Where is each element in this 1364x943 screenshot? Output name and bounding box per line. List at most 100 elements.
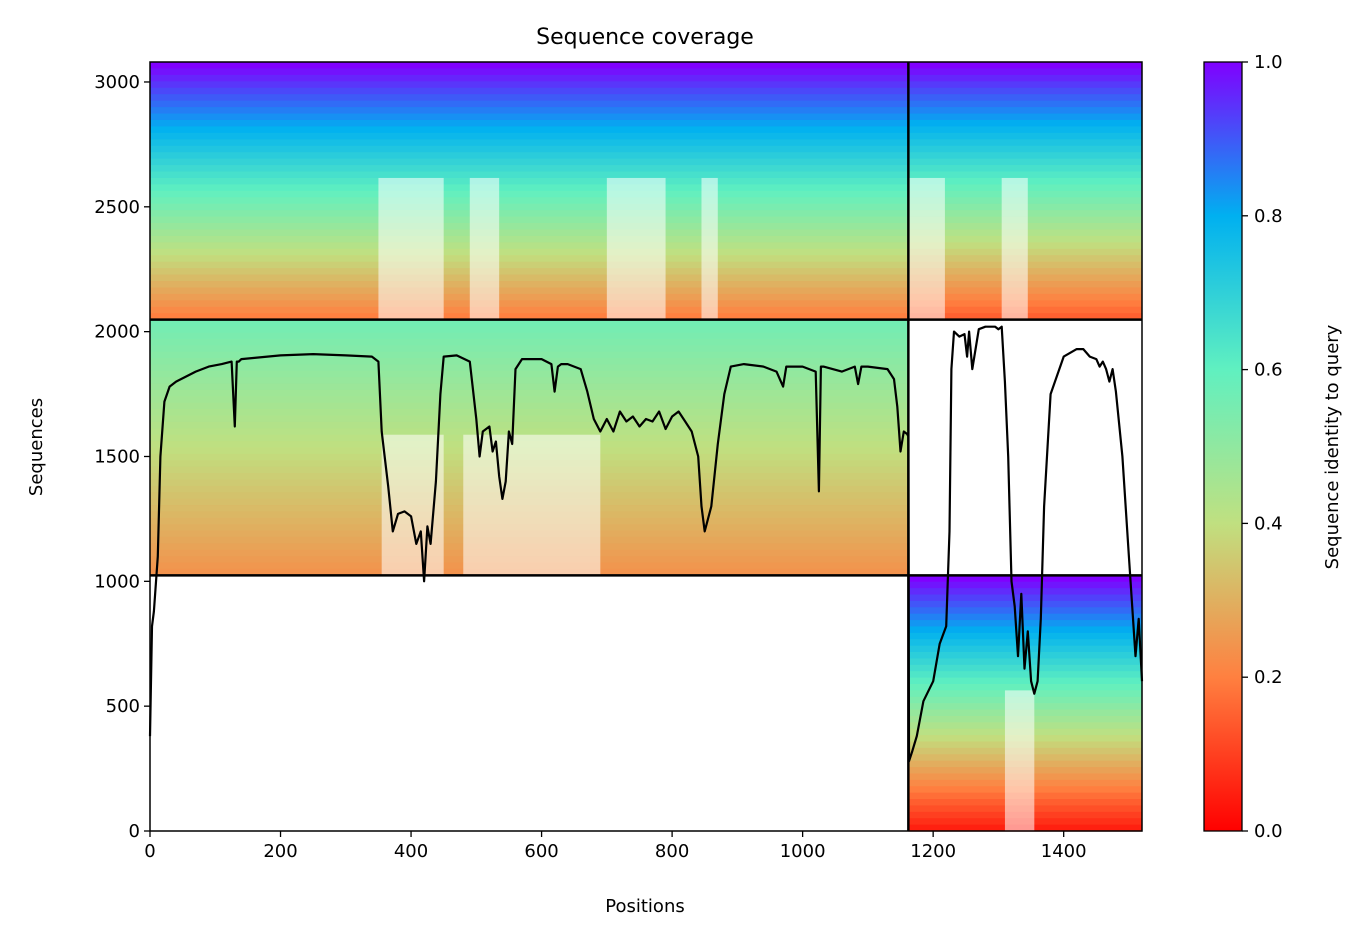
- coverage-line-layer: [148, 325, 1144, 763]
- identity-band: [908, 87, 1142, 95]
- gap-region: [701, 177, 718, 320]
- identity-band: [150, 389, 909, 397]
- identity-band: [150, 158, 909, 166]
- identity-band: [150, 119, 909, 128]
- colorbar-tick-label: 0.4: [1254, 513, 1283, 534]
- x-tick-label: 400: [394, 841, 428, 862]
- x-tick-label: 600: [524, 841, 558, 862]
- gap-region: [463, 434, 601, 576]
- identity-band: [150, 261, 909, 269]
- identity-band: [150, 81, 909, 89]
- y-tick-label: 1500: [94, 446, 140, 467]
- y-tick-label: 1000: [94, 571, 140, 592]
- identity-band: [150, 100, 909, 108]
- x-tick-label: 800: [655, 841, 689, 862]
- identity-band: [150, 248, 909, 256]
- y-tick-label: 3000: [94, 72, 140, 93]
- colorbar-tick-label: 0.8: [1254, 206, 1283, 227]
- identity-band: [908, 575, 1142, 583]
- msa-block-2: [150, 62, 909, 321]
- identity-band: [150, 177, 909, 185]
- identity-band: [150, 383, 909, 391]
- identity-band: [150, 293, 909, 301]
- identity-band: [150, 319, 909, 327]
- identity-band: [150, 113, 909, 121]
- identity-band: [150, 152, 909, 160]
- x-tick-label: 1000: [780, 841, 826, 862]
- identity-band: [150, 370, 909, 378]
- gap-region: [469, 177, 500, 320]
- identity-band: [150, 229, 909, 237]
- identity-band: [908, 171, 1142, 179]
- identity-band: [908, 132, 1142, 140]
- colorbar-label: Sequence identity to query: [1322, 324, 1343, 569]
- axes-layer: 0 200 400 600 800 1000 1200 1400 0 500 1000 1500 200…: [94, 61, 1143, 862]
- msa-block-3: [908, 575, 1142, 832]
- plot-frame: [149, 61, 1143, 832]
- identity-band: [908, 581, 1142, 589]
- chart-title: Sequence coverage: [536, 25, 754, 50]
- identity-band: [150, 306, 909, 314]
- identity-band: [908, 145, 1142, 153]
- colorbar: 0.0 0.2 0.4 0.6 0.8 1.0: [1203, 52, 1283, 842]
- x-tick-label: 1200: [910, 841, 956, 862]
- identity-band: [150, 377, 909, 385]
- identity-band: [908, 100, 1142, 108]
- identity-band: [150, 216, 909, 224]
- msa-block-1: [150, 319, 909, 576]
- identity-band: [150, 268, 909, 276]
- colorbar-tick-label: 0.0: [1254, 821, 1283, 842]
- identity-band: [150, 242, 909, 250]
- colorbar-gradient: [1203, 61, 1243, 832]
- identity-band: [908, 600, 1142, 608]
- identity-band: [908, 74, 1142, 82]
- identity-band: [150, 223, 909, 231]
- identity-band: [150, 74, 909, 82]
- identity-band: [908, 165, 1142, 173]
- identity-band: [150, 313, 909, 321]
- identity-band: [150, 126, 909, 134]
- identity-band: [908, 626, 1142, 634]
- identity-band: [150, 415, 909, 423]
- identity-band: [908, 62, 1142, 70]
- identity-band: [908, 152, 1142, 160]
- gap-region: [908, 177, 945, 320]
- y-tick-label: 0: [129, 821, 140, 842]
- identity-band: [150, 235, 909, 243]
- identity-band: [150, 332, 909, 340]
- identity-band: [150, 274, 909, 282]
- identity-band: [150, 171, 909, 179]
- identity-band: [150, 281, 909, 289]
- identity-band: [150, 210, 909, 218]
- colorbar-tick-label: 0.2: [1254, 667, 1283, 688]
- identity-band: [908, 107, 1142, 115]
- identity-band: [908, 671, 1142, 679]
- identity-band: [908, 81, 1142, 89]
- identity-band: [150, 184, 909, 192]
- colorbar-tick-label: 1.0: [1254, 52, 1283, 73]
- identity-band: [150, 358, 909, 366]
- coverage-heatmap-blocks: [150, 62, 1142, 832]
- identity-band: [908, 683, 1142, 691]
- x-tick-label: 200: [263, 841, 297, 862]
- gap-region: [606, 177, 666, 320]
- colorbar-tick-label: 0.6: [1254, 360, 1283, 381]
- identity-band: [150, 364, 909, 372]
- identity-band: [908, 126, 1142, 134]
- identity-band: [150, 197, 909, 205]
- identity-band: [150, 145, 909, 153]
- y-axis-label: Sequences: [26, 398, 47, 496]
- msa-block-4: [908, 62, 1142, 321]
- identity-band: [908, 94, 1142, 102]
- coverage-line: [148, 325, 1144, 763]
- identity-band: [908, 113, 1142, 121]
- identity-band: [150, 165, 909, 173]
- identity-band: [908, 158, 1142, 166]
- y-tick-label: 2000: [94, 322, 140, 343]
- identity-band: [150, 396, 909, 404]
- identity-band: [908, 68, 1142, 76]
- gap-region: [1004, 690, 1035, 831]
- identity-band: [150, 107, 909, 115]
